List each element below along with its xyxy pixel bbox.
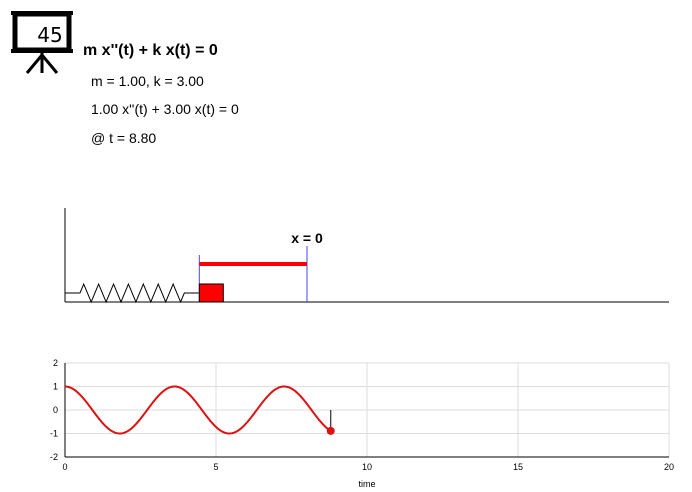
x-tick-label: 0 — [62, 462, 67, 472]
x-tick-label: 15 — [513, 462, 523, 472]
x-tick-label: 20 — [664, 462, 674, 472]
spring-coil — [65, 282, 200, 304]
chart-grid — [64, 362, 670, 458]
x-tick-label: 5 — [213, 462, 218, 472]
badge-number: 45 — [37, 23, 63, 47]
displacement-series-line — [64, 385, 332, 435]
equilibrium-label: x = 0 — [291, 230, 323, 246]
y-tick-label: -1 — [50, 429, 58, 439]
equation-title: m x''(t) + k x(t) = 0 — [83, 42, 218, 59]
presentation-board-icon: 45 — [9, 9, 77, 75]
instance-equation: 1.00 x''(t) + 3.00 x(t) = 0 — [91, 101, 239, 117]
mass-block — [198, 283, 224, 303]
y-tick-label: 1 — [53, 382, 58, 392]
y-tick-label: -2 — [50, 452, 58, 462]
time-readout: @ t = 8.80 — [91, 130, 157, 146]
x-tick-label: 10 — [362, 462, 372, 472]
parameter-line: m = 1.00, k = 3.00 — [91, 73, 204, 89]
y-tick-label: 0 — [53, 405, 58, 415]
y-tick-label: 2 — [53, 358, 58, 368]
chart-ticks: 0 5 10 15 20 -2 -1 0 1 2 — [50, 358, 674, 472]
x-axis-label: time — [358, 479, 375, 489]
current-point — [326, 426, 335, 435]
